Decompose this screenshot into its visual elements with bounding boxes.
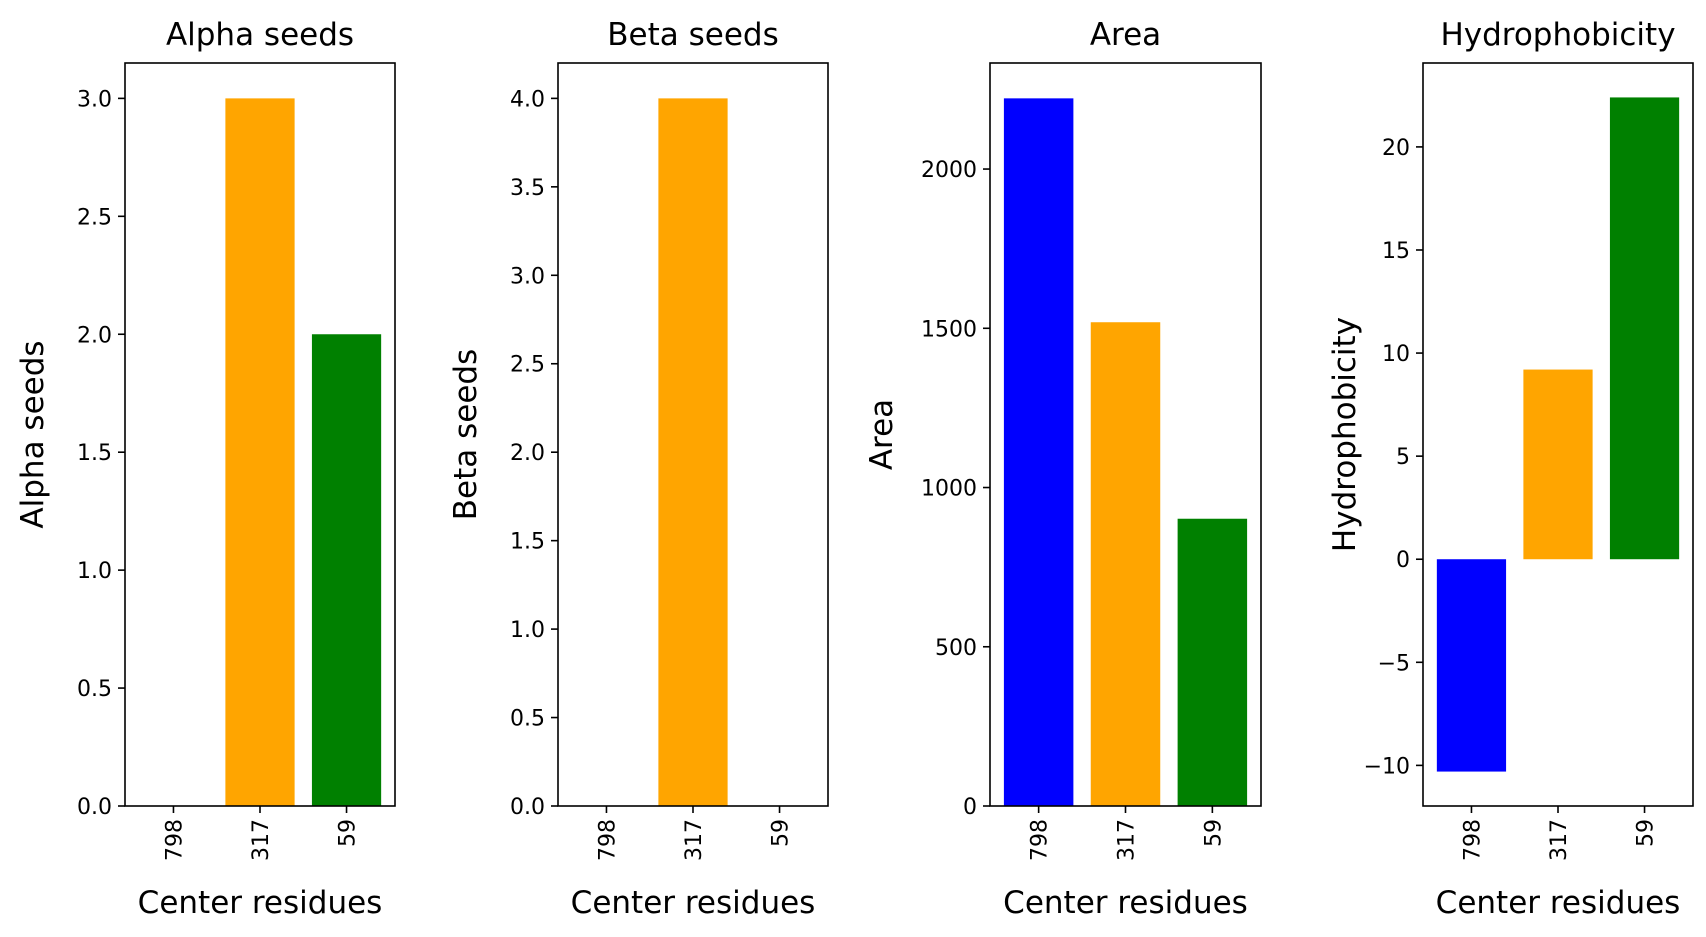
y-tick-label: 0.0: [510, 795, 545, 820]
chart-title: Area: [1090, 17, 1161, 53]
x-axis-label: Center residues: [571, 885, 816, 921]
y-tick-label: −10: [1364, 754, 1410, 779]
x-tick-label: 798: [162, 819, 187, 861]
bar-317: [658, 98, 728, 806]
y-tick-label: 2.5: [510, 353, 545, 378]
x-tick-label: 798: [595, 819, 620, 861]
y-tick-label: 3.0: [510, 264, 545, 289]
x-tick-label: 798: [1460, 819, 1485, 861]
y-tick-label: 20: [1382, 136, 1410, 161]
x-tick-label: 798: [1028, 819, 1053, 861]
chart-title: Alpha seeds: [166, 17, 354, 53]
chart-panel-2: 0.0 0.5 1.0 1.5 2.0 2.5 3.0 3.5 4.0 798 317 59 Beta …: [448, 17, 829, 921]
y-tick-label: 1.5: [77, 441, 112, 466]
y-tick-label: 10: [1382, 342, 1410, 367]
y-tick-label: 2.0: [510, 441, 545, 466]
x-axis-label: Center residues: [1436, 885, 1681, 921]
x-tick-label: 317: [1547, 819, 1572, 861]
y-tick-label: 2.0: [77, 323, 112, 348]
y-tick-label: 0: [1396, 548, 1410, 573]
y-tick-label: 1.0: [77, 559, 112, 584]
y-tick-label: 0.0: [77, 795, 112, 820]
x-tick-label: 317: [249, 819, 274, 861]
bar-798: [1003, 98, 1074, 806]
x-tick-label: 59: [1201, 819, 1226, 847]
chart-title: Beta seeds: [607, 17, 778, 53]
chart-panel-4: −10 −5 0 5 10 15 20 798 317 59 Hydrophobicity Cente…: [1327, 17, 1694, 921]
y-tick-label: 0.5: [77, 677, 112, 702]
y-tick-label: 1.0: [510, 618, 545, 643]
y-axis-label: Area: [864, 399, 900, 470]
y-tick-label: 4.0: [510, 87, 545, 112]
chart-panel-1: 0.0 0.5 1.0 1.5 2.0 2.5 3.0 798 317 59 Alpha seeds…: [15, 17, 396, 921]
bar-59: [1177, 518, 1248, 806]
chart-title: Hydrophobicity: [1440, 17, 1675, 53]
x-tick-label: 59: [769, 819, 794, 847]
y-tick-label: 0.5: [510, 707, 545, 732]
y-tick-label: 15: [1382, 239, 1410, 264]
y-axis-label: Beta seeds: [448, 349, 484, 520]
x-axis-label: Center residues: [138, 885, 383, 921]
y-tick-label: 2.5: [77, 205, 112, 230]
y-tick-label: 1000: [921, 477, 977, 502]
y-tick-label: 2000: [921, 158, 977, 183]
bar-317: [225, 98, 295, 806]
y-tick-label: 5: [1396, 445, 1410, 470]
y-axis-label: Alpha seeds: [15, 340, 51, 528]
x-tick-label: 317: [1115, 819, 1140, 861]
x-axis-label: Center residues: [1003, 885, 1248, 921]
y-tick-label: 500: [935, 636, 977, 661]
y-tick-label: 0: [963, 795, 977, 820]
x-tick-label: 59: [1634, 819, 1659, 847]
y-tick-label: 1500: [921, 317, 977, 342]
bar-59: [1609, 97, 1680, 560]
x-tick-label: 59: [336, 819, 361, 847]
x-tick-label: 317: [682, 819, 707, 861]
bar-798: [1436, 559, 1507, 772]
bar-59: [311, 334, 382, 806]
bar-317: [1523, 369, 1593, 560]
y-tick-label: 1.5: [510, 530, 545, 555]
bar-317: [1090, 322, 1161, 806]
chart-panel-3: 0 500 1000 1500 2000 798 317 59 Area Center resid…: [864, 17, 1262, 921]
y-tick-label: 3.0: [77, 87, 112, 112]
y-tick-label: −5: [1378, 651, 1410, 676]
y-tick-label: 3.5: [510, 176, 545, 201]
y-axis-label: Hydrophobicity: [1327, 317, 1363, 552]
